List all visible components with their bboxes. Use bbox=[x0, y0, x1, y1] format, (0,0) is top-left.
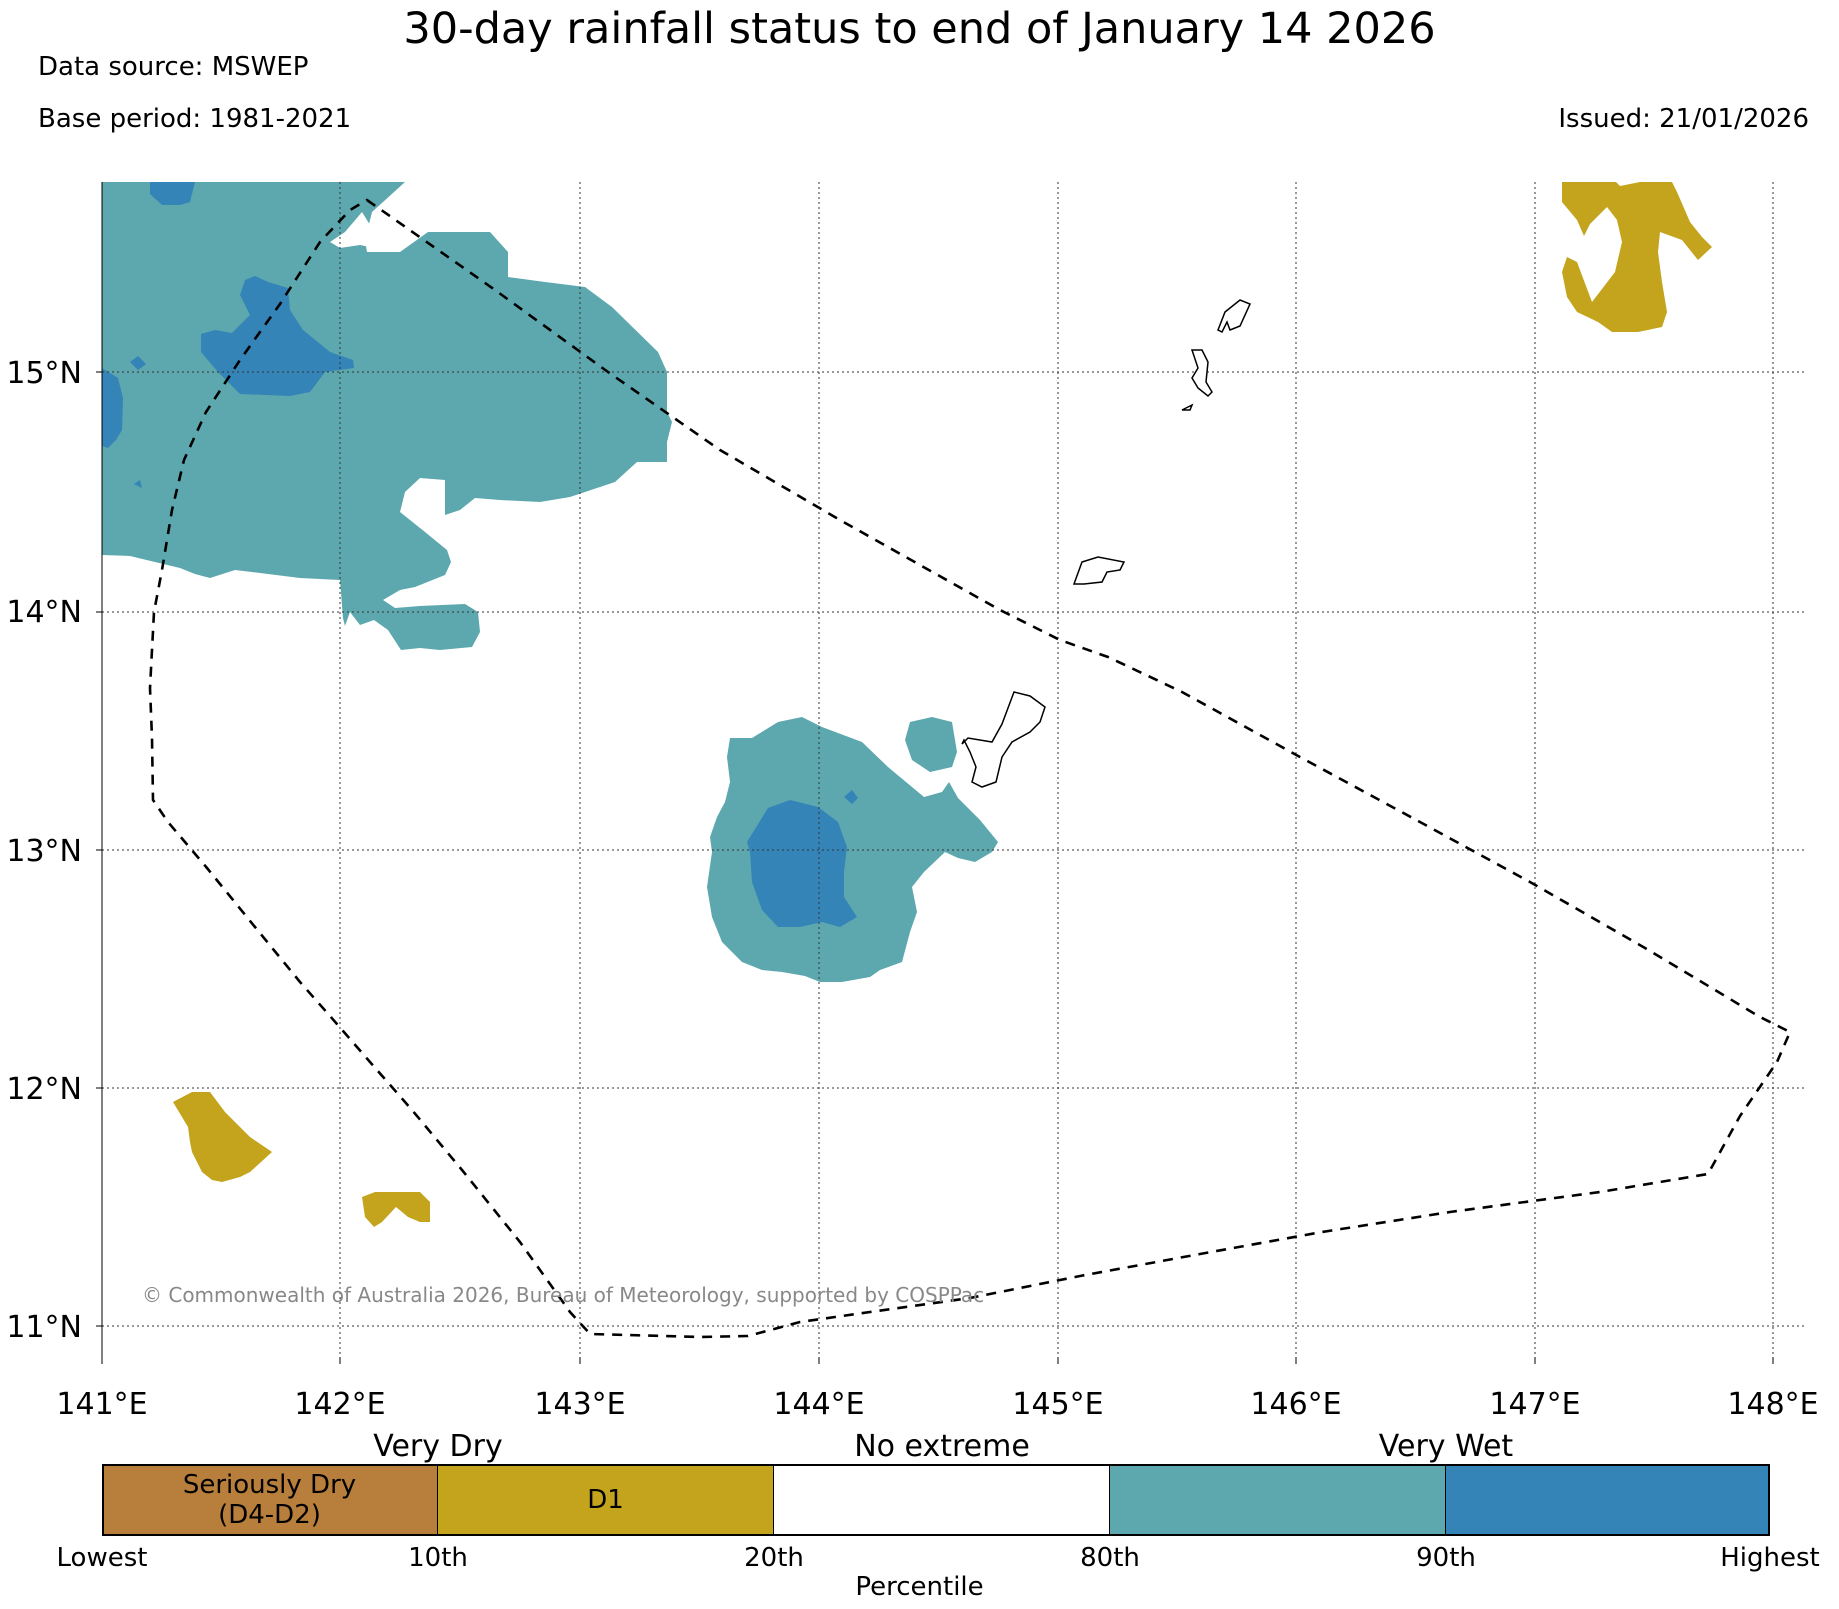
longitude-label-143e: 143°E bbox=[534, 1387, 625, 1422]
longitude-label-145e: 145°E bbox=[1012, 1387, 1103, 1422]
legend-group-very-dry: Very Dry bbox=[373, 1429, 502, 1464]
coastlines bbox=[961, 299, 1252, 788]
latitude-label-15n: 15°N bbox=[6, 356, 82, 391]
longitude-label-148e: 148°E bbox=[1727, 1387, 1818, 1422]
legend-group-very-wet: Very Wet bbox=[1379, 1429, 1514, 1464]
percentile-tick-20th: 20th bbox=[744, 1543, 804, 1573]
longitude-label-141e: 141°E bbox=[56, 1387, 147, 1422]
percentile-tick-90th: 90th bbox=[1416, 1543, 1476, 1573]
percentile-tick-highest: Highest bbox=[1720, 1543, 1820, 1573]
tinian-coastline bbox=[1190, 349, 1213, 398]
eez-boundary bbox=[148, 198, 1792, 1339]
latitude-label-14n: 14°N bbox=[6, 595, 82, 630]
legend-swatch-very-wet-80-90 bbox=[1110, 1464, 1446, 1536]
latitude-label-11n: 11°N bbox=[6, 1310, 82, 1345]
guam-coastline bbox=[961, 691, 1046, 788]
rota-coastline bbox=[1072, 556, 1126, 585]
longitude-label-146e: 146°E bbox=[1250, 1387, 1341, 1422]
legend-group-no-extreme: No extreme bbox=[854, 1429, 1030, 1464]
latitude-label-12n: 12°N bbox=[6, 1072, 82, 1107]
copyright-notice: © Commonwealth of Australia 2026, Bureau… bbox=[142, 1283, 984, 1307]
map-title: 30-day rainfall status to end of January… bbox=[403, 4, 1436, 54]
legend-swatch-d1-label: D1 bbox=[587, 1485, 624, 1515]
graticule bbox=[102, 182, 1805, 1357]
base-period-label: Base period: 1981-2021 bbox=[38, 104, 352, 134]
issued-date-label: Issued: 21/01/2026 bbox=[1558, 104, 1809, 134]
highest-region-central bbox=[747, 800, 857, 927]
data-source-label: Data source: MSWEP bbox=[38, 52, 309, 82]
percentile-tick-lowest: Lowest bbox=[57, 1543, 148, 1573]
latitude-label-13n: 13°N bbox=[6, 834, 82, 869]
legend-swatch-d1: D1 bbox=[438, 1464, 774, 1536]
longitude-label-147e: 147°E bbox=[1489, 1387, 1580, 1422]
legend-swatch-seriously-dry: Seriously Dry (D4-D2) bbox=[102, 1464, 438, 1536]
rainfall-contours bbox=[102, 182, 1712, 1227]
very-wet-region-east bbox=[905, 717, 957, 772]
very-wet-region-northwest bbox=[102, 182, 672, 650]
d1-region-south bbox=[362, 1192, 430, 1227]
highest-region-northwest bbox=[150, 182, 195, 205]
legend-swatch-very-wet-90-plus bbox=[1446, 1464, 1770, 1536]
percentile-axis-title: Percentile bbox=[855, 1572, 984, 1602]
saipan-coastline bbox=[1217, 299, 1252, 334]
percentile-tick-80th: 80th bbox=[1080, 1543, 1140, 1573]
d1-region-southwest bbox=[173, 1092, 272, 1182]
longitude-label-144e: 144°E bbox=[773, 1387, 864, 1422]
legend-swatch-no-extreme bbox=[774, 1464, 1110, 1536]
longitude-label-142e: 142°E bbox=[294, 1387, 385, 1422]
highest-region-northwest-2 bbox=[201, 276, 354, 396]
legend-swatch-seriously-dry-label: Seriously Dry (D4-D2) bbox=[182, 1470, 357, 1530]
percentile-tick-10th: 10th bbox=[408, 1543, 468, 1573]
d1-region-northeast bbox=[1562, 182, 1712, 332]
